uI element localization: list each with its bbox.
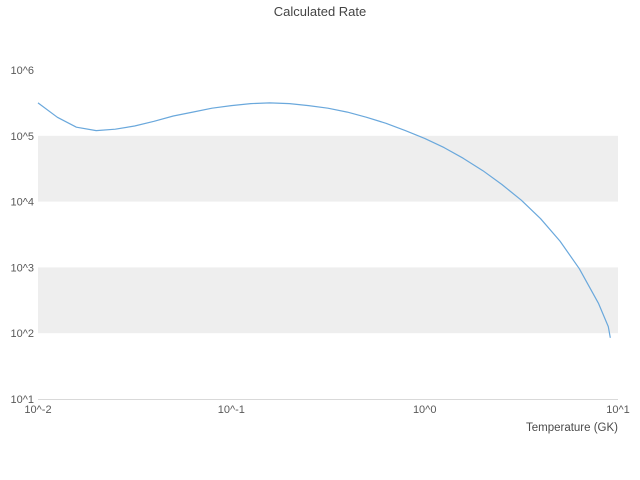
y-tick-label: 10^6 <box>10 65 34 77</box>
chart-title: Calculated Rate <box>273 4 367 19</box>
x-tick-label: 10^-2 <box>24 404 51 416</box>
y-tick-label: 10^5 <box>10 131 34 143</box>
background-band <box>38 267 618 334</box>
x-tick-label: 10^0 <box>413 404 437 416</box>
y-tick-label: 10^1 <box>10 394 34 406</box>
x-axis-title: Temperature (GK) <box>525 422 618 434</box>
y-tick-label: 10^2 <box>10 328 34 340</box>
y-tick-label: 10^4 <box>10 197 34 209</box>
background-band <box>38 135 618 202</box>
x-tick-label: 10^1 <box>606 404 630 416</box>
y-tick-label: 10^3 <box>10 262 34 274</box>
rate-line-series <box>37 102 611 338</box>
x-tick-label: 10^-1 <box>218 404 245 416</box>
